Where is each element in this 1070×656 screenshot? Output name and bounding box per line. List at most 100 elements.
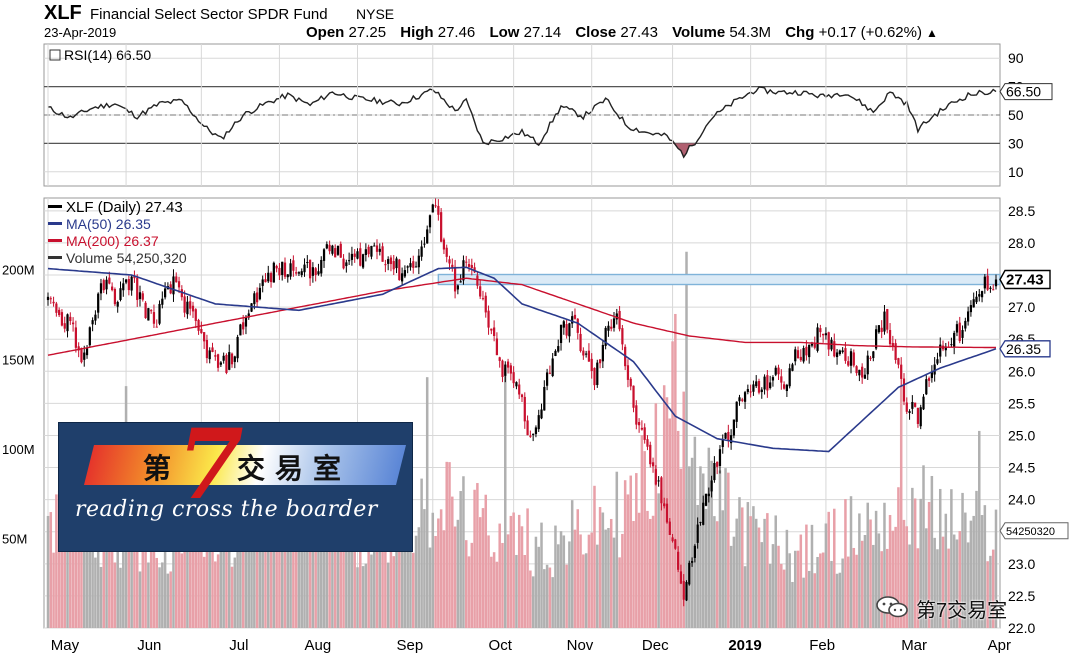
wechat-badge: 第7交易室	[876, 592, 1046, 622]
low-value: 27.14	[523, 24, 562, 41]
ma200-legend: MA(200) 26.37	[66, 233, 159, 249]
volume-bar	[147, 562, 150, 628]
volume-bar	[498, 523, 501, 628]
candle-body	[286, 274, 289, 278]
volume-bar	[122, 501, 125, 628]
candle-body	[127, 279, 130, 291]
volume-bar	[816, 556, 819, 628]
open-value: 27.25	[348, 24, 387, 41]
candle-body	[119, 288, 122, 300]
volume-bar	[727, 472, 730, 628]
change-label: Chg	[785, 24, 815, 41]
volume-bar	[367, 537, 370, 628]
volume-bar	[911, 487, 914, 628]
candle-body	[342, 258, 345, 269]
candle-body	[741, 399, 744, 401]
candle-body	[409, 263, 412, 268]
volume-bar	[420, 478, 423, 628]
volume-bar	[175, 537, 178, 628]
volume-bar	[849, 496, 853, 628]
candle-body	[203, 332, 206, 342]
candle-body	[163, 288, 167, 298]
x-axis-month-label: Aug	[305, 637, 332, 654]
candle-body	[175, 276, 178, 283]
candle-body	[177, 281, 181, 288]
volume-bar	[824, 523, 828, 628]
volume-bar	[395, 511, 398, 628]
volume-bar	[495, 561, 499, 628]
volume-label: Volume	[672, 24, 726, 41]
volume-bar	[350, 501, 354, 628]
volume-bar	[462, 476, 465, 628]
volume-bar	[303, 529, 306, 628]
volume-bar	[269, 507, 273, 628]
ma50-value-tag	[999, 340, 1051, 358]
candle-body	[702, 502, 705, 525]
candle-body	[253, 293, 256, 305]
candle-body	[922, 396, 925, 410]
chart-header: XLF Financial Select Sector SPDR Fund NY…	[0, 0, 1070, 44]
volume-bar	[649, 518, 652, 628]
wechat-account-name: 第7交易室	[916, 600, 1008, 622]
candle-body	[933, 364, 936, 375]
candle-body	[208, 350, 211, 360]
volume-bar	[158, 567, 161, 628]
volume-bar	[905, 526, 909, 628]
price-tick-label: 26.0	[1008, 363, 1035, 379]
candle-body	[635, 405, 638, 425]
candle-body	[810, 343, 814, 346]
candle-body	[713, 463, 716, 481]
volume-bar	[138, 571, 142, 628]
volume-bar	[807, 570, 811, 628]
volume-bar	[651, 515, 655, 628]
volume-bar	[704, 508, 708, 628]
candle-body	[858, 369, 861, 376]
volume-bar	[166, 573, 170, 628]
candle-body	[152, 312, 156, 324]
resistance-zone	[437, 273, 1001, 286]
candle-body	[239, 324, 242, 336]
candle-body	[384, 264, 387, 266]
high-value: 27.46	[437, 24, 476, 41]
candle-body	[718, 449, 722, 466]
candle-body	[272, 262, 275, 283]
volume-bar	[241, 546, 245, 628]
candle-body	[99, 283, 103, 294]
price-legend-swatch	[48, 205, 62, 208]
volume-bar	[986, 561, 989, 628]
candle-body	[861, 366, 864, 378]
volume-bar	[774, 515, 777, 628]
x-axis-month-label: Sep	[397, 637, 424, 654]
candle-body	[626, 365, 630, 380]
volume-bar	[618, 557, 621, 628]
candle-body	[822, 333, 825, 336]
candle-body	[721, 439, 724, 448]
volume-bar	[565, 564, 568, 628]
volume-legend-swatch	[48, 256, 62, 259]
candle-body	[788, 368, 791, 387]
candle-body	[685, 581, 688, 601]
ma50-line	[47, 266, 997, 453]
volume-bar	[381, 497, 384, 628]
volume-bar	[333, 544, 337, 628]
candle-body	[88, 327, 91, 346]
volume-bar	[359, 526, 362, 628]
volume-bar	[445, 461, 448, 628]
volume-bar	[799, 534, 803, 628]
candle-body	[755, 381, 758, 387]
volume-bar	[891, 530, 895, 628]
candle-body	[320, 259, 323, 274]
volume-bar	[710, 460, 713, 628]
candle-body	[292, 260, 295, 271]
candle-body	[978, 294, 981, 297]
volume-bar	[102, 523, 106, 628]
volume-bar	[133, 519, 136, 628]
candle-body	[730, 435, 733, 444]
candle-body	[233, 356, 236, 362]
candle-body	[66, 314, 69, 332]
candle-body	[306, 262, 309, 264]
volume-bar	[501, 542, 504, 628]
candle-body	[225, 354, 228, 373]
